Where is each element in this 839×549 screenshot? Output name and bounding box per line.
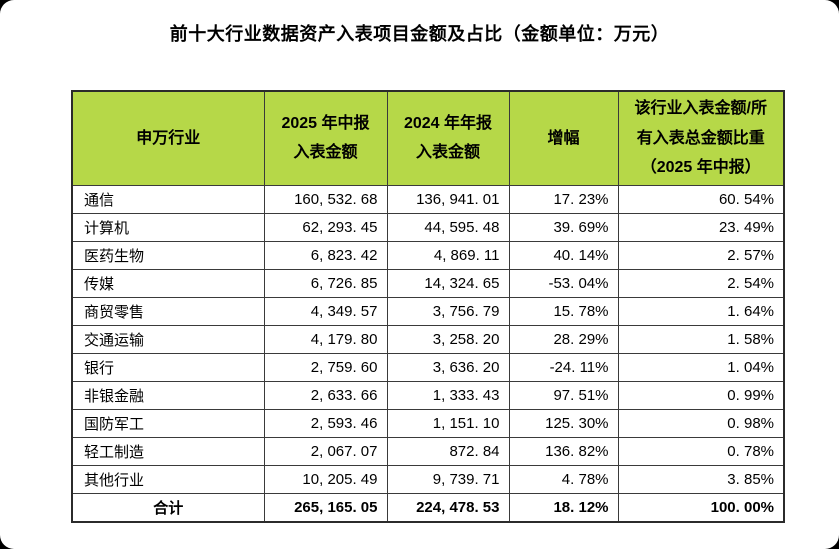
table-row: 通信 160, 532. 68 136, 941. 01 17. 23% 60. 54%: [71, 184, 785, 214]
table-row: 交通运输 4, 179. 80 3, 258. 20 28. 29% 1. 58%: [71, 324, 785, 354]
column-header-growth: 增幅: [508, 90, 619, 186]
table-row: 其他行业 10, 205. 49 9, 739. 71 4. 78% 3. 85%: [71, 464, 785, 494]
amount-2025h1-cell: 2, 593. 46: [263, 408, 388, 438]
share-cell: 60. 54%: [617, 184, 785, 214]
share-cell: 23. 49%: [617, 212, 785, 242]
table-footer: 合计 265, 165. 05 224, 478. 53 18. 12% 100…: [71, 492, 785, 523]
growth-cell: 4. 78%: [508, 464, 619, 494]
table-row: 医药生物 6, 823. 42 4, 869. 11 40. 14% 2. 57%: [71, 240, 785, 270]
amount-2024fy-cell: 136, 941. 01: [386, 184, 510, 214]
column-header-2024-amount: 2024 年年报 入表金额: [386, 90, 510, 186]
growth-cell: 17. 23%: [508, 184, 619, 214]
industry-cell: 计算机: [71, 212, 265, 242]
growth-cell: -24. 11%: [508, 352, 619, 382]
amount-2025h1-cell: 4, 179. 80: [263, 324, 388, 354]
growth-cell: 97. 51%: [508, 380, 619, 410]
industry-cell: 轻工制造: [71, 436, 265, 466]
column-header-2025-amount: 2025 年中报 入表金额: [263, 90, 388, 186]
growth-cell: 15. 78%: [508, 296, 619, 326]
table-row: 传媒 6, 726. 85 14, 324. 65 -53. 04% 2. 54%: [71, 268, 785, 298]
industry-cell: 通信: [71, 184, 265, 214]
share-cell: 1. 58%: [617, 324, 785, 354]
amount-2024fy-cell: 3, 258. 20: [386, 324, 510, 354]
share-cell: 0. 98%: [617, 408, 785, 438]
amount-2024fy-cell: 4, 869. 11: [386, 240, 510, 270]
share-cell: 2. 54%: [617, 268, 785, 298]
amount-2024fy-cell: 9, 739. 71: [386, 464, 510, 494]
growth-cell: 39. 69%: [508, 212, 619, 242]
industry-cell: 其他行业: [71, 464, 265, 494]
amount-2024fy-cell: 3, 636. 20: [386, 352, 510, 382]
table-row: 轻工制造 2, 067. 07 872. 84 136. 82% 0. 78%: [71, 436, 785, 466]
amount-2025h1-cell: 4, 349. 57: [263, 296, 388, 326]
amount-2025h1-cell: 10, 205. 49: [263, 464, 388, 494]
total-row: 合计 265, 165. 05 224, 478. 53 18. 12% 100…: [71, 492, 785, 523]
industry-cell: 非银金融: [71, 380, 265, 410]
amount-2024fy-cell: 1, 333. 43: [386, 380, 510, 410]
table-body: 通信 160, 532. 68 136, 941. 01 17. 23% 60. 54%…: [71, 184, 785, 494]
total-growth-cell: 18. 12%: [508, 492, 619, 523]
total-label-cell: 合计: [71, 492, 265, 523]
share-cell: 0. 78%: [617, 436, 785, 466]
industry-cell: 商贸零售: [71, 296, 265, 326]
amount-2024fy-cell: 1, 151. 10: [386, 408, 510, 438]
growth-cell: 136. 82%: [508, 436, 619, 466]
amount-2025h1-cell: 2, 067. 07: [263, 436, 388, 466]
share-cell: 0. 99%: [617, 380, 785, 410]
industry-cell: 医药生物: [71, 240, 265, 270]
amount-2024fy-cell: 3, 756. 79: [386, 296, 510, 326]
table-row: 非银金融 2, 633. 66 1, 333. 43 97. 51% 0. 99%: [71, 380, 785, 410]
amount-2025h1-cell: 160, 532. 68: [263, 184, 388, 214]
column-header-share: 该行业入表金额/所 有入表总金额比重 （2025 年中报）: [617, 90, 785, 186]
total-2025-amount-cell: 265, 165. 05: [263, 492, 388, 523]
table-row: 银行 2, 759. 60 3, 636. 20 -24. 11% 1. 04%: [71, 352, 785, 382]
industry-cell: 银行: [71, 352, 265, 382]
table-row: 计算机 62, 293. 45 44, 595. 48 39. 69% 23. 49%: [71, 212, 785, 242]
amount-2025h1-cell: 6, 726. 85: [263, 268, 388, 298]
industry-cell: 传媒: [71, 268, 265, 298]
growth-cell: -53. 04%: [508, 268, 619, 298]
share-cell: 1. 64%: [617, 296, 785, 326]
column-header-industry: 申万行业: [71, 90, 265, 186]
total-share-cell: 100. 00%: [617, 492, 785, 523]
share-cell: 3. 85%: [617, 464, 785, 494]
growth-cell: 125. 30%: [508, 408, 619, 438]
page-title: 前十大行业数据资产入表项目金额及占比（金额单位：万元）: [169, 24, 670, 44]
table-row: 商贸零售 4, 349. 57 3, 756. 79 15. 78% 1. 64%: [71, 296, 785, 326]
industry-data-table: 申万行业 2025 年中报 入表金额 2024 年年报 入表金额 增幅 该行业入…: [71, 90, 785, 524]
amount-2024fy-cell: 872. 84: [386, 436, 510, 466]
table-header: 申万行业 2025 年中报 入表金额 2024 年年报 入表金额 增幅 该行业入…: [71, 90, 785, 186]
table-row: 国防军工 2, 593. 46 1, 151. 10 125. 30% 0. 98%: [71, 408, 785, 438]
industry-cell: 国防军工: [71, 408, 265, 438]
total-2024-amount-cell: 224, 478. 53: [386, 492, 510, 523]
header-row: 申万行业 2025 年中报 入表金额 2024 年年报 入表金额 增幅 该行业入…: [71, 90, 785, 186]
growth-cell: 28. 29%: [508, 324, 619, 354]
share-cell: 1. 04%: [617, 352, 785, 382]
amount-2025h1-cell: 2, 759. 60: [263, 352, 388, 382]
growth-cell: 40. 14%: [508, 240, 619, 270]
amount-2025h1-cell: 6, 823. 42: [263, 240, 388, 270]
amount-2025h1-cell: 62, 293. 45: [263, 212, 388, 242]
amount-2025h1-cell: 2, 633. 66: [263, 380, 388, 410]
amount-2024fy-cell: 14, 324. 65: [386, 268, 510, 298]
amount-2024fy-cell: 44, 595. 48: [386, 212, 510, 242]
share-cell: 2. 57%: [617, 240, 785, 270]
industry-cell: 交通运输: [71, 324, 265, 354]
